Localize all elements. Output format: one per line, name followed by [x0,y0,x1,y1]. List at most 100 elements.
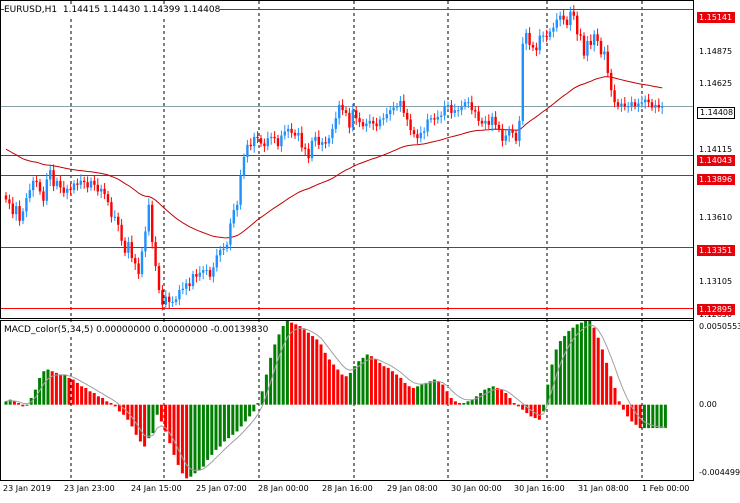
chart-frame [0,0,694,481]
macd-bar [504,392,508,405]
candle-body [446,104,450,107]
macd-bar [164,404,168,432]
candle-body [69,188,72,191]
macd-bar [655,404,659,429]
candle-body [232,210,235,224]
candle-body [246,144,249,157]
macd-bar [596,337,600,405]
ohlc-label: 1.14415 1.14430 1.14399 1.14408 [62,5,221,15]
candle-body [647,99,650,103]
candle-body [518,120,521,141]
macd-bar [117,404,121,412]
candle-body [157,266,161,291]
candle-body [113,216,116,218]
macd-bar [378,362,382,405]
candle-body [610,72,613,91]
macd-bar [122,404,126,415]
candle-body [341,104,344,111]
candle-body [290,128,293,133]
candle-body [480,120,484,124]
price-axis-label: 1.13610 [699,213,733,222]
candle-body [436,116,439,120]
macd-bar [546,384,550,405]
macd-bar [617,401,621,405]
candle-body [273,136,276,139]
candle-body [627,106,630,108]
macd-bar [449,397,453,405]
candle-body [331,128,334,139]
level-badge[interactable]: 1.14043 [697,155,735,166]
candle-body [52,170,55,187]
macd-bar [155,404,159,415]
macd-bar [403,382,407,405]
candle-body [569,11,572,25]
macd-bar [210,404,214,455]
candle-body [572,11,575,16]
level-badge[interactable]: 1.12895 [697,304,735,315]
candle-body [412,130,416,135]
candle-body [348,112,351,128]
macd-bar [222,404,226,442]
macd-bar [75,382,79,405]
candle-body [487,120,490,125]
candle-body [297,132,300,136]
macd-bar [634,404,638,425]
macd-bar [365,354,369,405]
macd-bar [197,404,201,470]
candle-body [457,110,460,112]
macd-bar [353,366,357,405]
horizontal-level-lines[interactable] [1,9,693,309]
level-badge[interactable]: 1.13351 [697,245,735,256]
macd-bar [516,404,520,407]
candle-body [358,118,361,123]
candle-body [661,106,664,108]
macd-bar [206,404,210,460]
candle-body [198,272,201,277]
macd-bar [4,401,8,405]
macd-bar [218,404,222,447]
macd-bar [407,386,411,405]
candle-body [253,136,256,147]
macd-bar [193,404,197,474]
macd-bar [621,404,625,410]
macd-bar [651,404,655,429]
macd-bar [138,404,142,442]
macd-bar [319,344,323,405]
macd-bar [336,369,340,405]
candle-body [528,32,531,45]
candle-body [576,15,579,35]
candle-body [276,138,280,147]
candle-body [402,100,405,113]
macd-bar [361,357,365,405]
candle-body [76,183,79,185]
candle-body [144,231,147,252]
candle-body [327,138,331,144]
time-axis-label: 23 Jan 2019 [3,484,51,493]
candle-body [110,202,113,217]
macd-bar [143,404,147,447]
candle-body [83,180,86,183]
macd-bar [537,404,541,420]
macd-bar [458,403,462,405]
macd-bar [151,404,155,434]
candle-body [494,116,497,125]
candle-body [467,102,470,104]
macd-bar [168,404,172,444]
candle-body [355,110,358,119]
candle-body [215,255,218,268]
candle-body [59,180,62,188]
macd-bar [201,404,205,467]
price-axis-label: 1.13105 [699,277,733,286]
candle-body [11,203,14,215]
macd-bar [525,404,529,414]
macd-bar [290,322,294,405]
level-badge[interactable]: 1.13896 [697,174,735,185]
level-badge[interactable]: 1.15141 [697,12,735,23]
candle-body [582,35,586,56]
macd-bar [227,404,231,439]
macd-bar [256,403,260,405]
macd-bar [512,403,516,405]
macd-bar [84,387,88,405]
